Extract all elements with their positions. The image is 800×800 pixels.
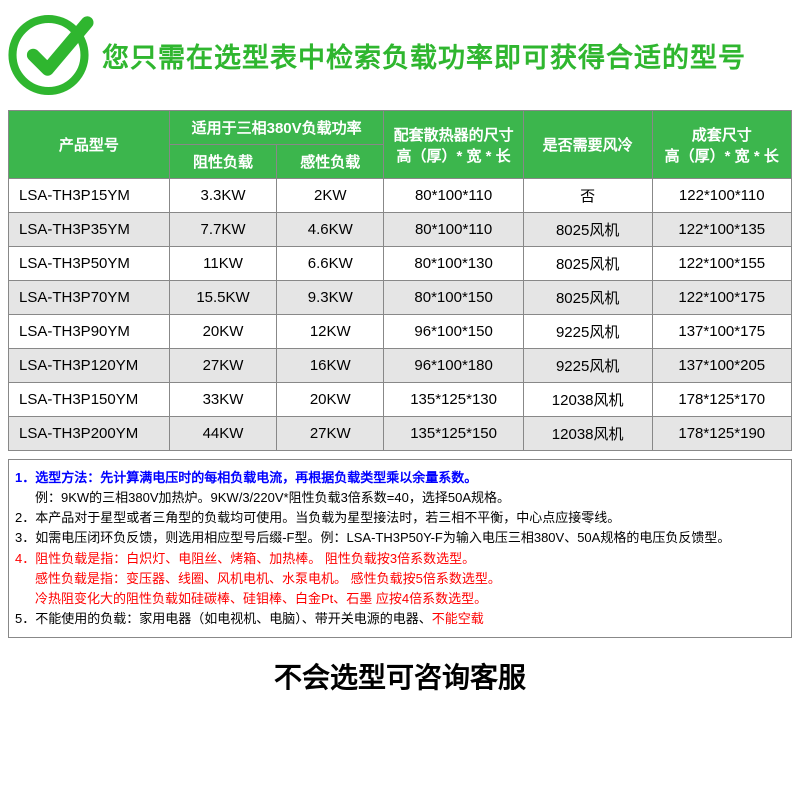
note-4: 4．阻性负载是指：白炽灯、电阻丝、烤箱、加热棒。 阻性负载按3倍系数选型。 感性… <box>15 549 785 609</box>
header: 您只需在选型表中检索负载功率即可获得合适的型号 <box>0 0 800 104</box>
cell-res: 11KW <box>169 247 276 281</box>
note-4-lead: 4． <box>15 551 35 566</box>
note-5-b: 不能空载 <box>432 611 484 626</box>
table-row: LSA-TH3P15YM3.3KW2KW80*100*110否122*100*1… <box>9 179 792 213</box>
cell-ind: 27KW <box>277 417 384 451</box>
cell-fan: 12038风机 <box>523 417 652 451</box>
cell-ind: 6.6KW <box>277 247 384 281</box>
cell-hs: 96*100*150 <box>384 315 523 349</box>
note-1-bold: 选型方法：先计算满电压时的每相负载电流，再根据负载类型乘以余量系数。 <box>35 470 477 485</box>
cell-set: 122*100*135 <box>652 213 791 247</box>
spec-table: 产品型号 适用于三相380V负载功率 配套散热器的尺寸高（厚）* 宽 * 长 是… <box>8 110 792 451</box>
th-set: 成套尺寸高（厚）* 宽 * 长 <box>652 111 791 179</box>
note-4-a: 阻性负载是指：白炽灯、电阻丝、烤箱、加热棒。 阻性负载按3倍系数选型。 <box>35 551 475 566</box>
note-4-c: 冷热阻变化大的阻性负载如硅碳棒、硅钼棒、白金Pt、石墨 应按4倍系数选型。 <box>15 589 785 609</box>
table-body: LSA-TH3P15YM3.3KW2KW80*100*110否122*100*1… <box>9 179 792 451</box>
cell-set: 137*100*175 <box>652 315 791 349</box>
table-row: LSA-TH3P90YM20KW12KW96*100*1509225风机137*… <box>9 315 792 349</box>
th-fan: 是否需要风冷 <box>523 111 652 179</box>
th-model: 产品型号 <box>9 111 170 179</box>
table-row: LSA-TH3P35YM7.7KW4.6KW80*100*1108025风机12… <box>9 213 792 247</box>
th-heatsink: 配套散热器的尺寸高（厚）* 宽 * 长 <box>384 111 523 179</box>
cell-model: LSA-TH3P150YM <box>9 383 170 417</box>
note-4-b: 感性负载是指：变压器、线圈、风机电机、水泵电机。 感性负载按5倍系数选型。 <box>15 569 785 589</box>
notes-box: 1．选型方法：先计算满电压时的每相负载电流，再根据负载类型乘以余量系数。 例：9… <box>8 459 792 638</box>
cell-model: LSA-TH3P120YM <box>9 349 170 383</box>
table-row: LSA-TH3P70YM15.5KW9.3KW80*100*1508025风机1… <box>9 281 792 315</box>
cell-ind: 9.3KW <box>277 281 384 315</box>
cell-hs: 96*100*180 <box>384 349 523 383</box>
note-5: 5．不能使用的负载：家用电器（如电视机、电脑）、带开关电源的电器、不能空载 <box>15 609 785 629</box>
table-row: LSA-TH3P120YM27KW16KW96*100*1809225风机137… <box>9 349 792 383</box>
cell-ind: 16KW <box>277 349 384 383</box>
cell-model: LSA-TH3P50YM <box>9 247 170 281</box>
cell-set: 178*125*190 <box>652 417 791 451</box>
note-3: 3．如需电压闭环负反馈，则选用相应型号后缀-F型。例：LSA-TH3P50Y-F… <box>15 528 785 548</box>
cell-res: 20KW <box>169 315 276 349</box>
footer-text: 不会选型可咨询客服 <box>0 656 800 696</box>
note-1-example: 例：9KW的三相380V加热炉。9KW/3/220V*阻性负载3倍系数=40，选… <box>15 488 785 508</box>
cell-fan: 12038风机 <box>523 383 652 417</box>
th-load-group: 适用于三相380V负载功率 <box>169 111 384 145</box>
headline-text: 您只需在选型表中检索负载功率即可获得合适的型号 <box>102 36 746 75</box>
cell-hs: 80*100*110 <box>384 213 523 247</box>
cell-set: 178*125*170 <box>652 383 791 417</box>
table-head: 产品型号 适用于三相380V负载功率 配套散热器的尺寸高（厚）* 宽 * 长 是… <box>9 111 792 179</box>
cell-set: 122*100*110 <box>652 179 791 213</box>
th-resistive: 阻性负载 <box>169 145 276 179</box>
cell-res: 3.3KW <box>169 179 276 213</box>
cell-set: 137*100*205 <box>652 349 791 383</box>
cell-fan: 8025风机 <box>523 247 652 281</box>
cell-model: LSA-TH3P35YM <box>9 213 170 247</box>
table-row: LSA-TH3P200YM44KW27KW135*125*15012038风机1… <box>9 417 792 451</box>
cell-res: 27KW <box>169 349 276 383</box>
note-2: 2．本产品对于星型或者三角型的负载均可使用。当负载为星型接法时，若三相不平衡，中… <box>15 508 785 528</box>
cell-fan: 8025风机 <box>523 281 652 315</box>
cell-model: LSA-TH3P200YM <box>9 417 170 451</box>
note-1: 1．选型方法：先计算满电压时的每相负载电流，再根据负载类型乘以余量系数。 例：9… <box>15 468 785 508</box>
cell-fan: 9225风机 <box>523 315 652 349</box>
cell-hs: 80*100*110 <box>384 179 523 213</box>
cell-hs: 80*100*150 <box>384 281 523 315</box>
cell-hs: 80*100*130 <box>384 247 523 281</box>
cell-set: 122*100*155 <box>652 247 791 281</box>
cell-hs: 135*125*130 <box>384 383 523 417</box>
cell-model: LSA-TH3P90YM <box>9 315 170 349</box>
cell-res: 15.5KW <box>169 281 276 315</box>
cell-ind: 20KW <box>277 383 384 417</box>
note-1-lead: 1． <box>15 470 35 485</box>
cell-ind: 4.6KW <box>277 213 384 247</box>
cell-res: 44KW <box>169 417 276 451</box>
table-row: LSA-TH3P150YM33KW20KW135*125*13012038风机1… <box>9 383 792 417</box>
cell-fan: 8025风机 <box>523 213 652 247</box>
cell-res: 33KW <box>169 383 276 417</box>
cell-ind: 2KW <box>277 179 384 213</box>
cell-set: 122*100*175 <box>652 281 791 315</box>
cell-fan: 9225风机 <box>523 349 652 383</box>
th-inductive: 感性负载 <box>277 145 384 179</box>
cell-ind: 12KW <box>277 315 384 349</box>
cell-model: LSA-TH3P70YM <box>9 281 170 315</box>
checkmark-icon <box>8 10 98 100</box>
cell-model: LSA-TH3P15YM <box>9 179 170 213</box>
table-row: LSA-TH3P50YM11KW6.6KW80*100*1308025风机122… <box>9 247 792 281</box>
cell-hs: 135*125*150 <box>384 417 523 451</box>
cell-fan: 否 <box>523 179 652 213</box>
note-5-a: 5．不能使用的负载：家用电器（如电视机、电脑）、带开关电源的电器、 <box>15 611 432 626</box>
cell-res: 7.7KW <box>169 213 276 247</box>
